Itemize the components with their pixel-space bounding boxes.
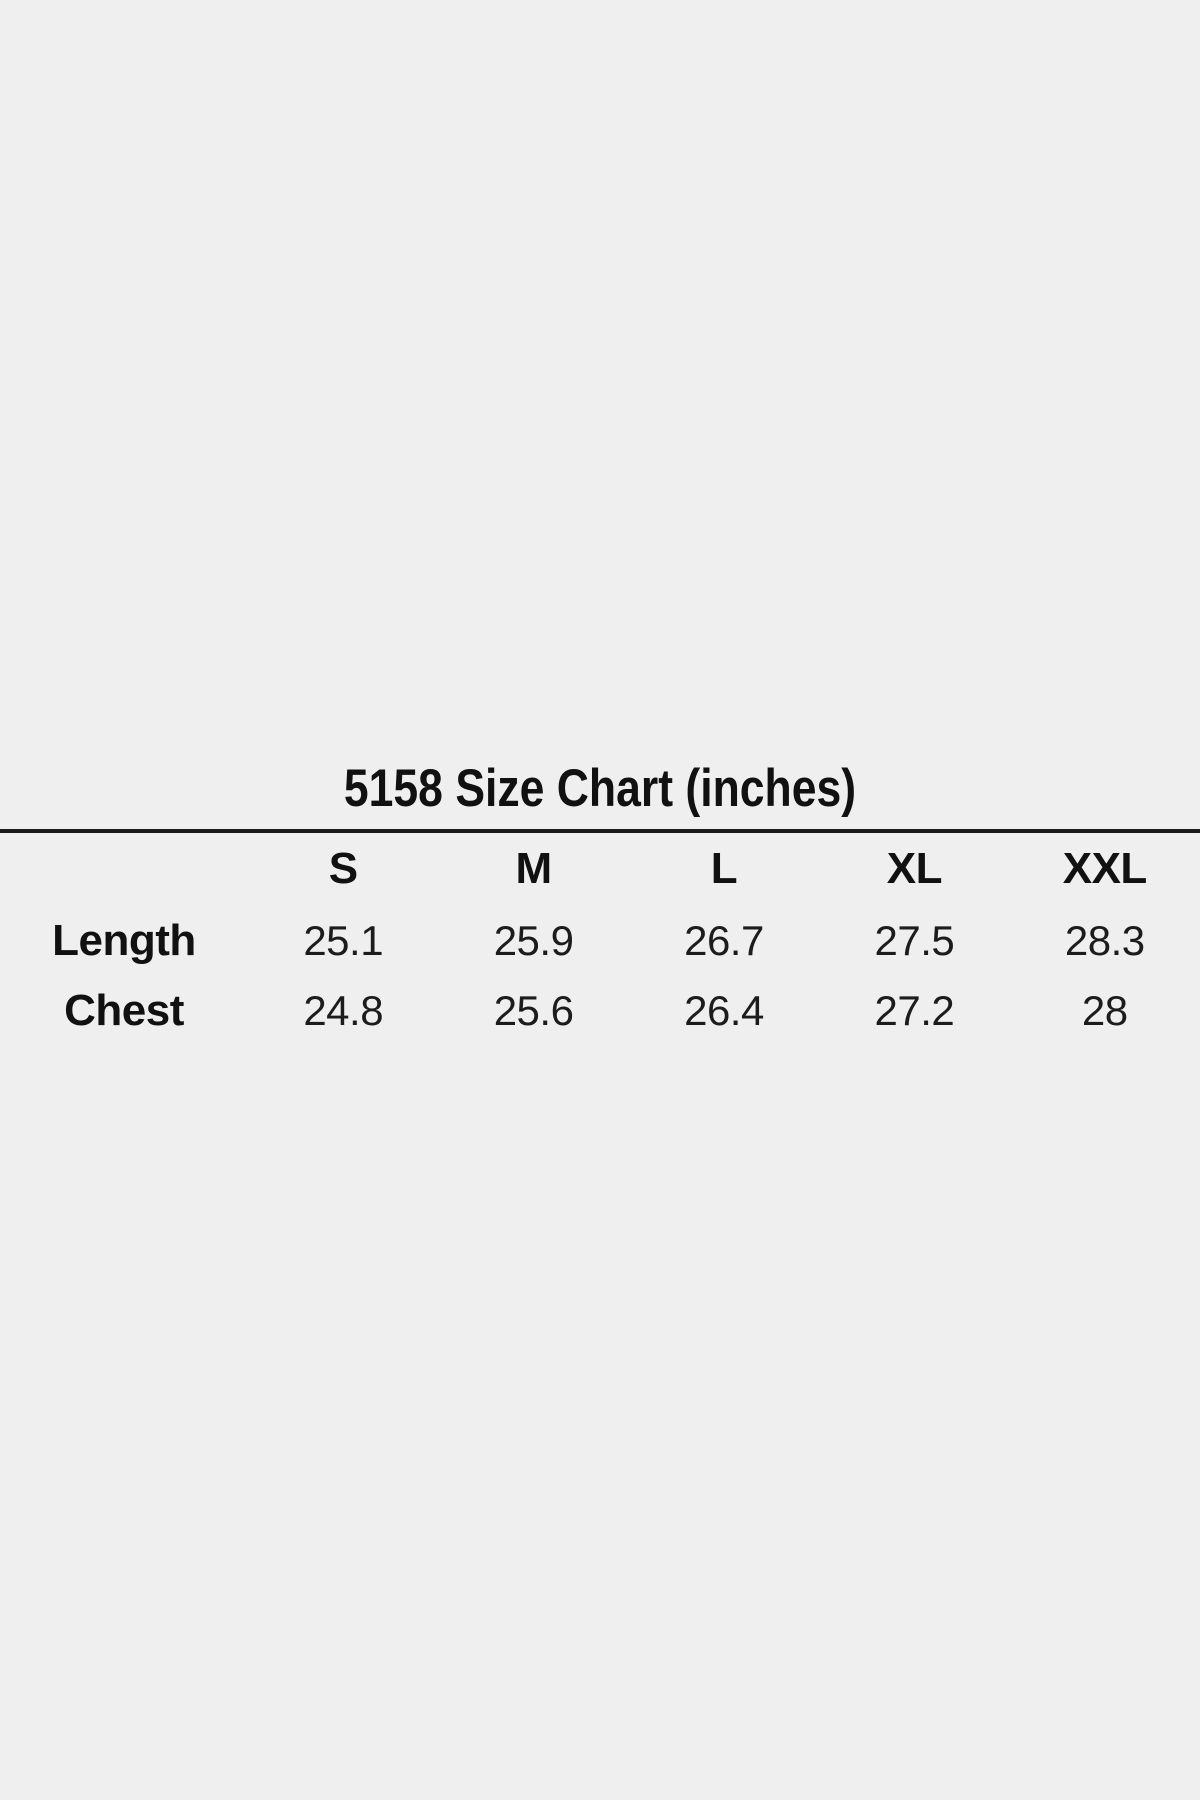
col-header-xl: XL — [886, 844, 943, 893]
size-chart-table: S M L XL XXL Length 25.1 25.9 26.7 27.5 … — [0, 833, 1200, 1045]
cell-length-s: 25.1 — [303, 917, 384, 964]
cell-chest-xl: 27.2 — [874, 987, 955, 1034]
cell-chest-s: 24.8 — [303, 987, 384, 1034]
cell-length-xl: 27.5 — [874, 917, 955, 964]
cell-length-xxl: 28.3 — [1064, 917, 1145, 964]
cell-chest-m: 25.6 — [493, 987, 574, 1034]
table-row-length: Length 25.1 25.9 26.7 27.5 28.3 — [0, 905, 1200, 977]
cell-chest-l: 26.4 — [684, 987, 764, 1034]
col-header-xxl: XXL — [1062, 844, 1148, 893]
size-chart-title: 5158 Size Chart (inches) — [343, 759, 857, 818]
col-header-s: S — [328, 844, 358, 893]
size-chart: 5158 Size Chart (inches) S M L XL XXL — [0, 757, 1200, 1045]
col-header-m: M — [515, 844, 553, 893]
cell-length-l: 26.7 — [684, 917, 764, 964]
row-label-chest: Chest — [64, 986, 184, 1035]
col-header-l: L — [710, 844, 738, 893]
title-divider-rule — [0, 829, 1200, 833]
corner-empty-cell — [0, 833, 248, 905]
table-row-chest: Chest 24.8 25.6 26.4 27.2 28 — [0, 977, 1200, 1045]
cell-length-m: 25.9 — [493, 917, 574, 964]
row-label-length: Length — [52, 916, 196, 965]
header-row: S M L XL XXL — [0, 833, 1200, 905]
cell-chest-xxl: 28 — [1081, 987, 1128, 1034]
